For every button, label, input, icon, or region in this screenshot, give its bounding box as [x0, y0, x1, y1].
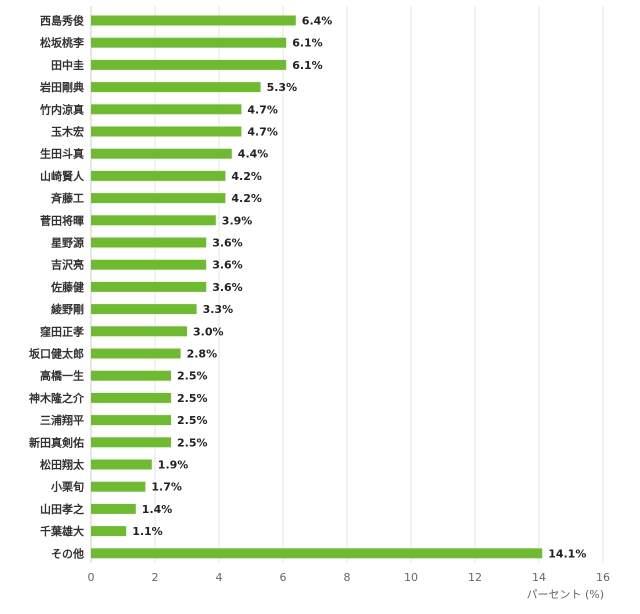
value-label: 2.5%: [177, 392, 208, 405]
bar: [91, 348, 181, 359]
value-label: 3.0%: [193, 325, 224, 338]
category-label: 三浦翔平: [40, 413, 84, 427]
category-label: 坂口健太郎: [29, 347, 84, 361]
category-label: 山田孝之: [40, 502, 84, 516]
category-label: 西島秀俊: [40, 14, 84, 28]
bars: [91, 15, 543, 559]
category-label: 佐藤健: [50, 280, 85, 294]
bar: [91, 170, 226, 181]
bar: [91, 237, 207, 248]
value-label: 3.6%: [212, 259, 243, 272]
bar: [91, 215, 216, 226]
value-label: 2.5%: [177, 414, 208, 427]
value-label: 2.8%: [187, 348, 218, 361]
value-label: 6.4%: [302, 15, 333, 28]
bar: [91, 193, 226, 204]
category-label: 岩田剛典: [39, 80, 84, 94]
bar: [91, 37, 287, 48]
bar: [91, 415, 171, 426]
value-label: 1.7%: [151, 481, 182, 494]
category-label: 新田真剣佑: [29, 435, 84, 449]
category-label: 松坂桃李: [40, 36, 85, 50]
category-label: 生田斗真: [40, 147, 84, 161]
value-label: 1.9%: [158, 459, 189, 472]
value-label: 2.5%: [177, 436, 208, 449]
bar: [91, 503, 136, 514]
bar: [91, 59, 287, 70]
category-label: 窪田正孝: [40, 324, 84, 338]
bar: [91, 126, 242, 137]
category-label: 綾野剛: [51, 302, 84, 316]
value-label: 4.2%: [231, 192, 262, 205]
value-label: 5.3%: [267, 81, 298, 94]
value-label: 4.2%: [231, 170, 262, 183]
x-tick-label: 14: [532, 571, 546, 584]
bar: [91, 304, 197, 315]
x-tick-label: 6: [280, 571, 287, 584]
category-label: 山崎賢人: [40, 169, 85, 183]
bar: [91, 459, 152, 470]
bar: [91, 104, 242, 115]
category-label: 星野源: [51, 236, 84, 250]
bar: [91, 82, 261, 93]
value-label: 4.4%: [238, 148, 269, 161]
x-tick-label: 16: [596, 571, 610, 584]
bar: [91, 481, 146, 492]
x-tick-label: 4: [216, 571, 223, 584]
category-label: 田中圭: [51, 58, 84, 72]
value-label: 1.4%: [142, 503, 173, 516]
x-axis-ticks: 0 2 4 6 8 10 12 14 16: [88, 571, 611, 584]
value-label: 3.6%: [212, 281, 243, 294]
bar: [91, 392, 171, 403]
x-tick-label: 12: [468, 571, 482, 584]
value-label: 14.1%: [548, 547, 586, 560]
value-label: 3.9%: [222, 214, 253, 227]
value-label: 6.1%: [292, 37, 323, 50]
category-label: 斉藤工: [51, 191, 84, 205]
category-label: 松田翔太: [40, 458, 85, 472]
category-label: 吉沢亮: [51, 258, 84, 272]
x-axis-title: パーセント (%): [526, 588, 604, 601]
x-tick-label: 8: [344, 571, 351, 584]
bar: [91, 548, 543, 559]
category-label: 竹内涼真: [39, 102, 84, 116]
value-label: 4.7%: [247, 103, 278, 116]
category-label: 小栗旬: [50, 480, 84, 494]
value-label: 1.1%: [132, 525, 163, 538]
bar: [91, 437, 171, 448]
bar: [91, 259, 207, 270]
x-tick-label: 2: [152, 571, 159, 584]
category-label: 神木隆之介: [29, 391, 85, 405]
grid-lines: [90, 6, 604, 563]
x-tick-label: 0: [88, 571, 95, 584]
category-label: 高橋一生: [40, 369, 84, 383]
category-label: 玉木宏: [51, 125, 84, 139]
bar: [91, 526, 127, 537]
category-label: 千葉雄大: [40, 524, 84, 538]
bar: [91, 370, 171, 381]
value-label: 2.5%: [177, 370, 208, 383]
value-label: 3.3%: [203, 303, 234, 316]
bar: [91, 281, 207, 292]
value-label: 3.6%: [212, 237, 243, 250]
category-label: 菅田将暉: [40, 213, 84, 227]
bar: [91, 15, 296, 26]
value-labels: 6.4% 6.1% 6.1% 5.3% 4.7% 4.7% 4.4% 4.2% 4.2% 3.9%…: [132, 15, 586, 561]
x-tick-label: 10: [404, 571, 418, 584]
category-labels: 西島秀俊松坂桃李田中圭岩田剛典竹内涼真玉木宏生田斗真山崎賢人斉藤工菅田将暉星野源…: [29, 14, 85, 561]
category-label: その他: [51, 546, 84, 560]
bar: [91, 326, 187, 337]
value-label: 4.7%: [247, 126, 278, 139]
bar: [91, 148, 232, 159]
value-label: 6.1%: [292, 59, 323, 72]
